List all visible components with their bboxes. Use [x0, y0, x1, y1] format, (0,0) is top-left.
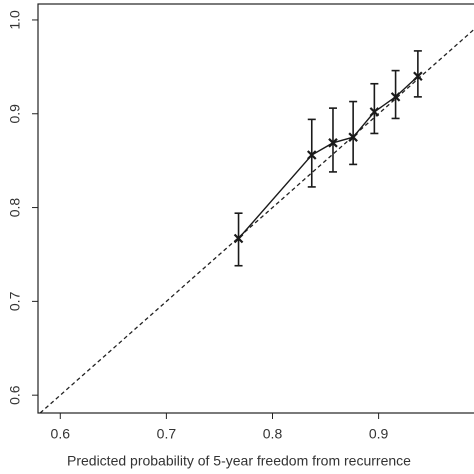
point-marker	[413, 71, 423, 82]
point-marker	[348, 132, 358, 142]
reference-diagonal	[39, 28, 474, 414]
x-tick-label: 0.9	[369, 426, 389, 442]
error-bar	[370, 82, 379, 135]
error-bar	[391, 69, 400, 120]
y-tick-label: 1.0	[7, 10, 23, 30]
x-tick-label: 0.8	[263, 426, 283, 442]
point-marker	[306, 150, 317, 160]
y-tick-label: 0.7	[7, 291, 23, 311]
x-tick-label: 0.6	[51, 426, 71, 442]
point-marker	[369, 107, 380, 117]
error-bar	[349, 100, 358, 166]
x-axis-label: Predicted probability of 5-year freedom …	[67, 453, 411, 469]
y-tick-label: 0.6	[7, 385, 23, 405]
y-tick-label: 0.8	[7, 198, 23, 218]
error-bar	[413, 50, 422, 98]
x-tick-label: 0.7	[157, 426, 177, 442]
point-marker	[328, 138, 338, 148]
error-bar	[307, 118, 316, 188]
plot-frame	[37, 3, 474, 414]
y-tick-label: 0.9	[7, 104, 23, 124]
point-marker	[233, 233, 244, 244]
point-marker	[390, 92, 401, 102]
error-bar	[328, 107, 337, 173]
calibration-line	[238, 75, 419, 239]
